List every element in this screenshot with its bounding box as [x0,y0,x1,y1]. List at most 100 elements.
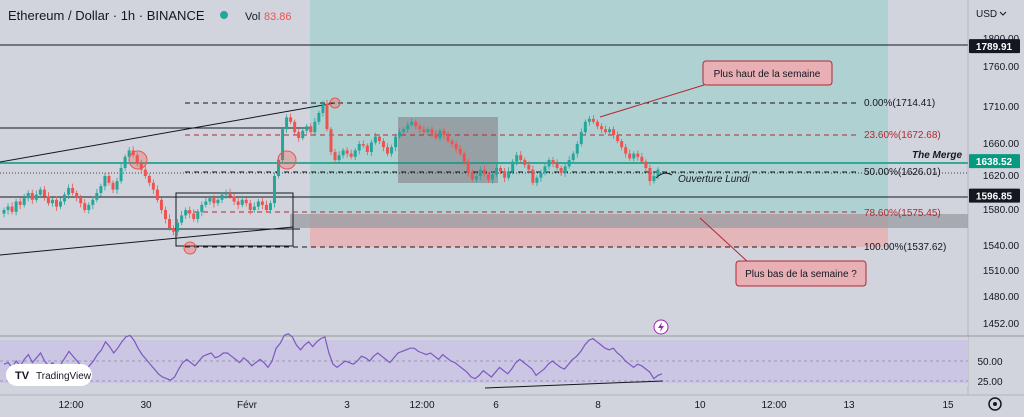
candle-body [579,132,583,144]
candle-body [337,155,341,160]
candle-body [151,182,155,190]
annotation-low-text: Plus bas de la semaine ? [745,269,857,280]
candle-body [91,199,95,205]
candle-body [442,130,446,136]
candle-body [244,199,248,204]
y-tick-label: 1580.00 [983,205,1020,216]
candle-body [377,136,381,142]
candle-body [272,176,276,204]
candle-body [83,203,87,210]
y-tick-label: 1760.00 [983,62,1020,73]
candle-body [309,126,313,133]
candle-body [208,198,212,202]
candle-body [624,147,628,154]
candle-body [390,147,394,154]
candle-body [212,198,216,204]
price-marker-label: 1596.85 [976,192,1013,203]
candle-body [180,215,184,223]
candle-body [172,228,176,232]
gear-icon[interactable] [988,397,1002,411]
annotation-box-low[interactable] [735,260,867,287]
candle-body [71,187,75,193]
candle-body [2,210,6,214]
candle-body [515,155,519,162]
candle-body [293,121,297,133]
candle-body [6,206,10,210]
candle-body [188,210,192,214]
x-tick-label: 12:00 [58,400,83,411]
candle-body [301,130,305,139]
candle-body [59,201,63,207]
candle-body [159,199,163,210]
candle-body [147,176,151,183]
candle-body [38,189,42,195]
candle-body [583,121,587,133]
candle-body [204,201,208,205]
candle-body [18,201,22,205]
candle-body [313,121,317,133]
x-tick-label: 30 [140,400,152,411]
x-tick-label: 15 [942,400,954,411]
rsi-band [0,340,968,383]
candle-body [398,132,402,137]
candle-body [87,204,91,210]
candle-body [321,103,325,113]
candle-body [42,189,46,197]
candle-body [46,196,50,204]
candle-body [454,144,458,149]
candle-body [54,199,58,207]
candle-body [357,144,361,151]
currency-selector[interactable]: USD [976,9,997,20]
candle-body [236,201,240,205]
rsi-line [3,333,663,381]
x-tick-label: Févr [237,400,258,411]
candle-body [75,193,79,199]
tradingview-badge[interactable] [6,364,92,386]
candle-body [361,144,365,146]
candle-body [353,150,357,157]
candle-body [575,144,579,154]
candle-body [176,222,180,232]
candle-body [260,201,264,205]
y-tick-label: 1660.00 [983,139,1020,150]
price-marker [969,154,1020,169]
candle-body [406,124,410,130]
rsi-tick-label: 50.00 [977,357,1002,368]
candle-body [563,166,567,173]
candle-body [341,150,345,156]
range-zone-teal [310,0,888,214]
candle-body [632,153,636,159]
candle-body [648,168,652,182]
y-tick-label: 1710.00 [983,102,1020,113]
candle-body [503,171,507,178]
candle-body [511,161,515,172]
candle-body [535,177,539,183]
candle-body [527,164,531,170]
chevron-down-icon[interactable] [999,11,1007,16]
candle-body [652,176,656,182]
candle-body [474,176,478,180]
candle-body [200,204,204,212]
candle-body [414,121,418,127]
candle-body [543,166,547,173]
candle-body [587,118,591,122]
x-tick-label: 13 [843,400,855,411]
support-band [290,214,968,228]
pivot-circle [329,97,341,109]
candle-body [369,142,373,152]
candle-body [486,174,490,180]
candle-body [135,155,139,164]
annotation-box-high[interactable] [702,60,833,86]
candle-body [640,156,644,162]
range-rectangle [175,192,294,247]
candle-body [224,193,228,195]
candle-body [14,201,18,212]
candle-body [63,194,67,202]
candle-body [168,219,172,228]
candle-body [482,169,486,175]
candle-body [99,186,103,193]
fib-label: 78.60%(1575.45) [864,208,941,219]
x-tick-label: 6 [493,400,499,411]
